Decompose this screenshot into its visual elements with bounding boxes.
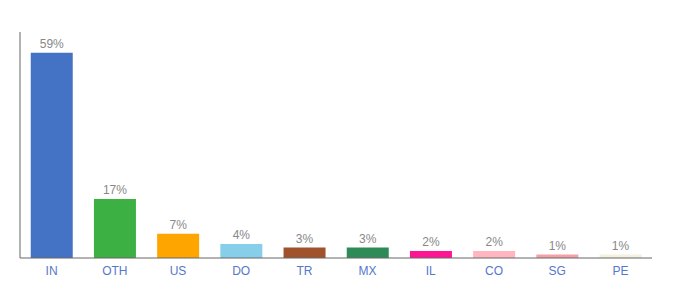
svg-text:3%: 3% bbox=[296, 232, 314, 246]
svg-text:7%: 7% bbox=[169, 218, 187, 232]
svg-text:2%: 2% bbox=[422, 235, 440, 249]
svg-text:TR: TR bbox=[296, 264, 312, 278]
svg-text:SG: SG bbox=[549, 264, 566, 278]
svg-text:PE: PE bbox=[612, 264, 628, 278]
svg-text:DO: DO bbox=[232, 264, 250, 278]
svg-text:4%: 4% bbox=[233, 228, 251, 242]
svg-text:2%: 2% bbox=[485, 235, 503, 249]
svg-text:CO: CO bbox=[485, 264, 503, 278]
svg-text:OTH: OTH bbox=[102, 264, 127, 278]
svg-text:IL: IL bbox=[426, 264, 436, 278]
svg-text:1%: 1% bbox=[549, 239, 567, 253]
svg-text:1%: 1% bbox=[612, 239, 630, 253]
svg-text:3%: 3% bbox=[359, 232, 377, 246]
svg-text:17%: 17% bbox=[103, 183, 127, 197]
svg-text:IN: IN bbox=[46, 264, 58, 278]
svg-text:MX: MX bbox=[359, 264, 377, 278]
svg-text:59%: 59% bbox=[40, 37, 64, 51]
svg-text:US: US bbox=[170, 264, 187, 278]
